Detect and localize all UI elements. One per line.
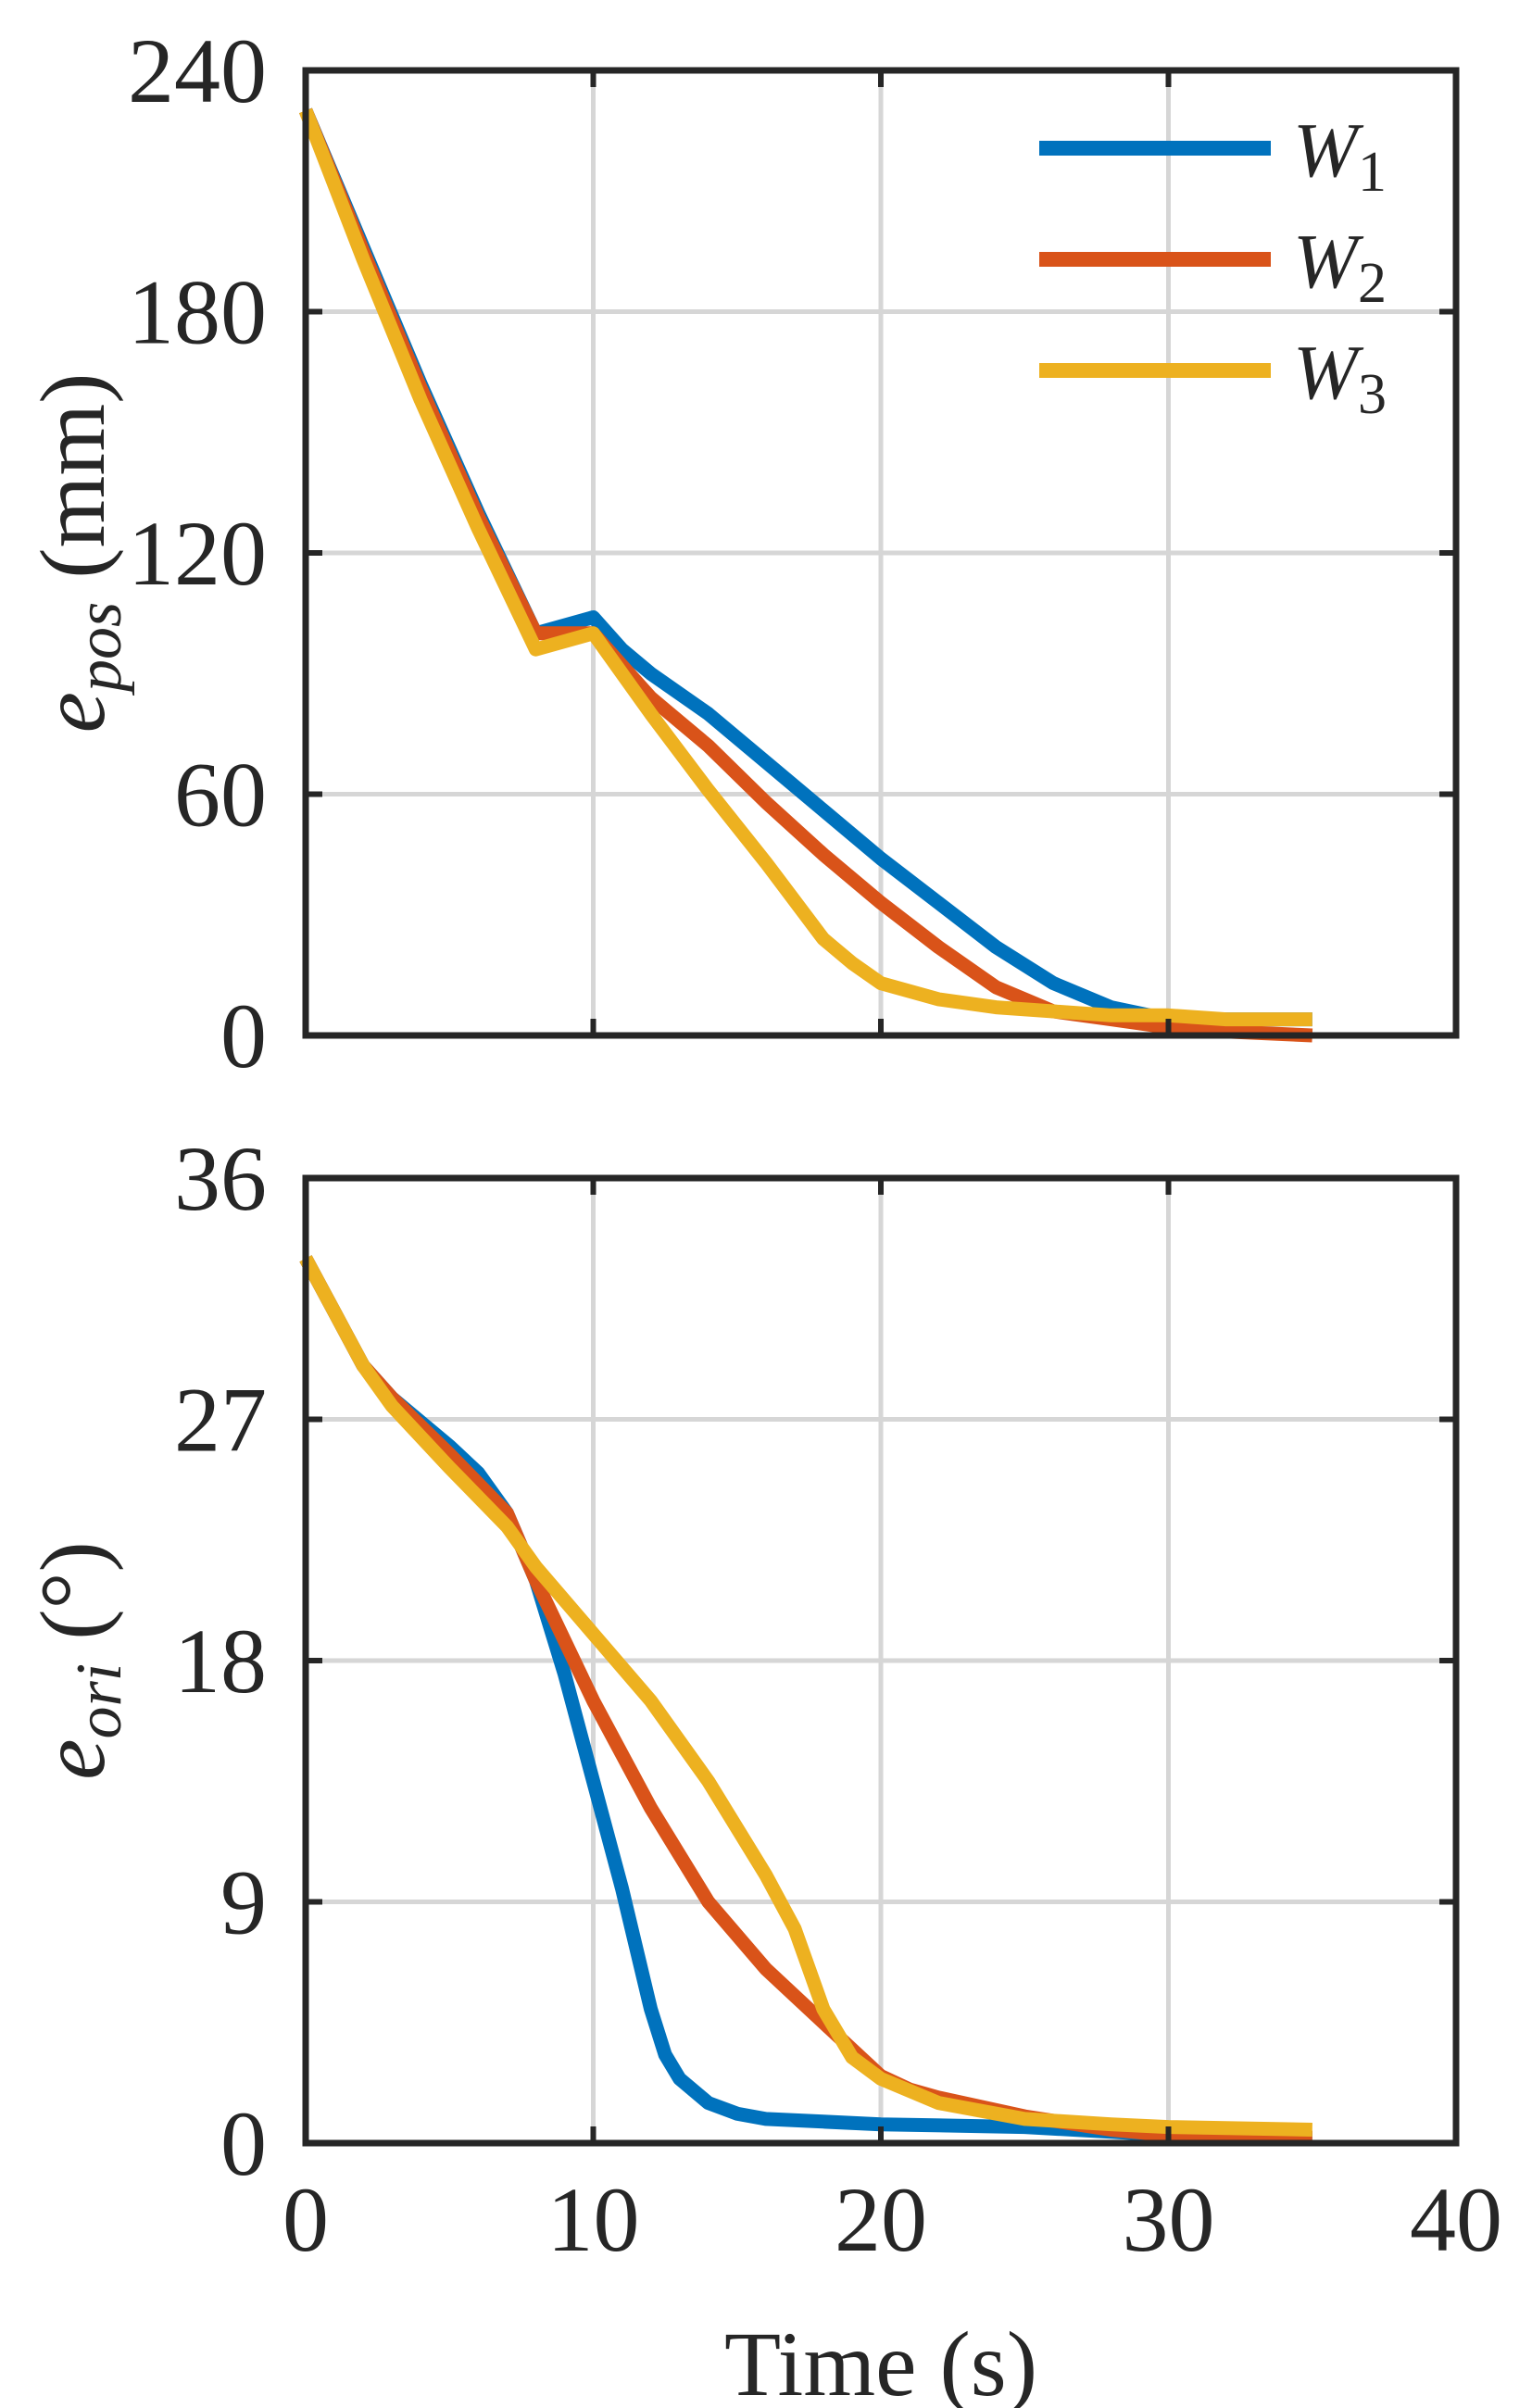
legend-label-w3: W3 bbox=[1293, 330, 1387, 426]
x-tick-label: 0 bbox=[283, 2168, 329, 2271]
y-tick-label: 9 bbox=[220, 1851, 267, 1954]
y-tick-label: 0 bbox=[220, 2092, 267, 2195]
y-tick-label: 0 bbox=[220, 985, 267, 1087]
y-axis-label-symbol: e bbox=[21, 692, 124, 733]
series-line-w2 bbox=[299, 1255, 1312, 2145]
x-tick-label: 10 bbox=[547, 2168, 640, 2271]
x-tick-label: 20 bbox=[835, 2168, 927, 2271]
y-tick-label: 18 bbox=[174, 1610, 267, 1712]
y-axis-label: eori (°) bbox=[21, 1541, 135, 1780]
x-tick-label: 30 bbox=[1123, 2168, 1215, 2271]
y-tick-label: 27 bbox=[174, 1369, 267, 1472]
y-axis-label-unit: (mm) bbox=[21, 373, 124, 602]
legend-label-symbol: W bbox=[1293, 219, 1364, 305]
panel-2: 0 9 18 27 36 0 10 20 30 40 Time (s) eori (°) bbox=[21, 1127, 1502, 2408]
y-axis-label-unit: (°) bbox=[21, 1541, 124, 1663]
legend-label-subscript: 2 bbox=[1358, 252, 1387, 315]
series-line-w3 bbox=[299, 1255, 1312, 2137]
legend-label-subscript: 3 bbox=[1358, 363, 1387, 426]
legend-label-w2: W2 bbox=[1293, 219, 1387, 315]
y-axis-label-symbol: e bbox=[21, 1738, 124, 1779]
y-tick-label: 240 bbox=[128, 19, 267, 122]
x-axis-label: Time (s) bbox=[724, 2313, 1037, 2408]
y-tick-label: 120 bbox=[128, 502, 267, 605]
legend-label-symbol: W bbox=[1293, 107, 1364, 194]
y-tick-label: 36 bbox=[174, 1127, 267, 1230]
y-axis-label-subscript: ori bbox=[64, 1663, 135, 1739]
y-tick-label: 180 bbox=[128, 261, 267, 364]
series-line-w1 bbox=[299, 107, 1312, 1027]
legend-label-w1: W1 bbox=[1293, 107, 1387, 204]
y-tick-label: 60 bbox=[174, 744, 267, 847]
y-axis-label: epos (mm) bbox=[21, 373, 135, 734]
legend-label-symbol: W bbox=[1293, 330, 1364, 416]
x-tick-label: 40 bbox=[1410, 2168, 1502, 2271]
y-axis-label-subscript: pos bbox=[64, 602, 135, 696]
legend-label-subscript: 1 bbox=[1358, 141, 1387, 204]
series-line-w3 bbox=[299, 107, 1312, 1027]
series-line-w2 bbox=[299, 107, 1313, 1043]
